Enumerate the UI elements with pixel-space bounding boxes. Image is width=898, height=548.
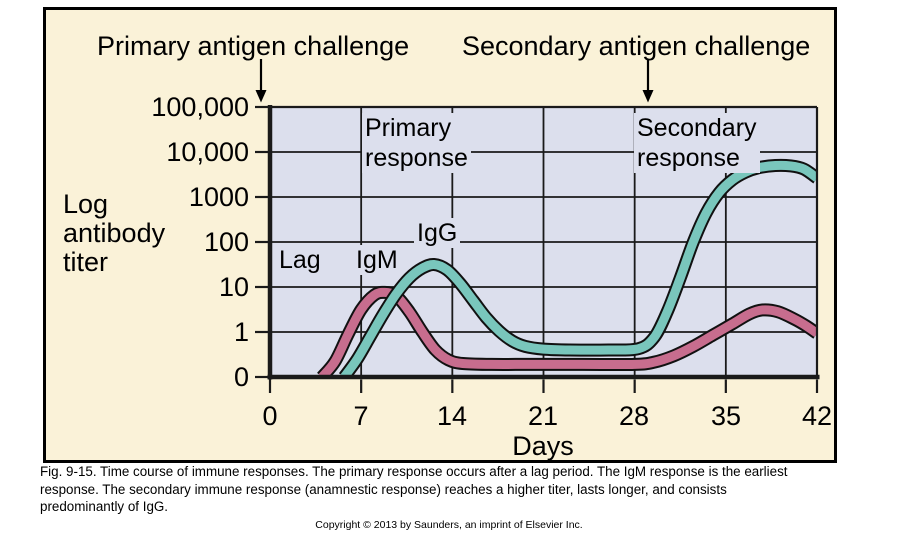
igg-curve-label: IgG — [414, 218, 461, 248]
x-tick-label-35: 35 — [710, 401, 742, 431]
secondary-challenge-label: Secondary antigen challenge — [462, 31, 811, 61]
y-tick-label-1000: 1000 — [188, 182, 249, 212]
secondary-response-line: Secondary — [637, 114, 757, 142]
x-tick-label-0: 0 — [262, 401, 278, 431]
x-tick-label-21: 21 — [527, 401, 559, 431]
primary-challenge-label: Primary antigen challenge — [97, 31, 410, 61]
y-tick-label-1: 1 — [233, 317, 249, 347]
x-axis-title: Days — [512, 431, 574, 461]
x-tick-label-14: 14 — [436, 401, 468, 431]
x-tick-label-42: 42 — [801, 401, 833, 431]
primary-response-label: Primary response — [362, 113, 471, 173]
primary-response-line: Primary — [365, 114, 452, 142]
y-tick-label-100000: 100,000 — [151, 92, 249, 122]
caption-line: Fig. 9-15. Time course of immune respons… — [40, 464, 788, 479]
igm-curve-label: IgM — [353, 245, 401, 275]
y-tick-label-10000: 10,000 — [166, 137, 249, 167]
secondary-response-label: Secondary response — [634, 113, 760, 173]
caption-line: response. The secondary immune response … — [40, 481, 727, 497]
secondary-challenge-down-arrow-icon — [642, 59, 654, 103]
y-tick-label-100: 100 — [203, 227, 249, 257]
copyright-notice: Copyright © 2013 by Saunders, an imprint… — [315, 519, 583, 531]
y-tick-label-10: 10 — [218, 272, 249, 302]
lag-region-label: Lag — [276, 245, 324, 275]
y-axis-title-line: titer — [63, 247, 109, 277]
y-tick-label-0: 0 — [233, 362, 249, 392]
x-tick-label-28: 28 — [618, 401, 650, 431]
secondary-response-line: response — [637, 144, 740, 172]
primary-response-line: response — [365, 144, 468, 172]
y-axis-title-line: Log — [63, 189, 109, 219]
caption-line: predominantly of IgG. — [40, 499, 169, 514]
primary-challenge-down-arrow-icon — [255, 59, 267, 103]
figure-panel: Primary antigen challenge Secondary anti… — [43, 7, 837, 463]
figure-caption: Fig. 9-15. Time course of immune respons… — [40, 463, 788, 516]
x-tick-label-7: 7 — [353, 401, 369, 431]
y-axis-title: Log antibody titer — [63, 190, 165, 277]
y-axis-title-line: antibody — [63, 218, 166, 248]
